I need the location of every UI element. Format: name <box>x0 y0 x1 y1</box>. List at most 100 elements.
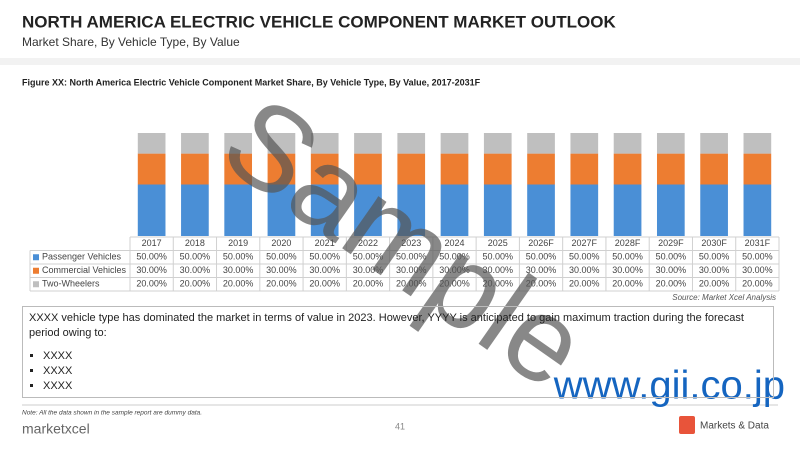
data-label: 20.00% <box>439 279 470 289</box>
x-tick-label: 2024 <box>444 238 464 248</box>
logo: marketxcel <box>22 421 90 437</box>
bar-segment <box>310 153 339 185</box>
data-label: 20.00% <box>483 279 514 289</box>
data-label: 20.00% <box>309 279 340 289</box>
bar-segment <box>700 133 728 154</box>
bar-segment <box>397 133 426 154</box>
bar-segment <box>613 184 642 236</box>
bar-segment <box>527 133 555 154</box>
legend-label: Two-Wheelers <box>42 279 100 289</box>
data-label: 50.00% <box>569 252 600 262</box>
data-label: 20.00% <box>136 279 167 289</box>
bar-segment <box>310 184 339 236</box>
x-tick-label: 2030F <box>701 238 727 248</box>
bar-segment <box>613 133 642 154</box>
data-label: 50.00% <box>612 252 643 262</box>
legend-swatch <box>33 281 39 288</box>
data-label: 30.00% <box>742 265 773 275</box>
data-label: 30.00% <box>136 265 167 275</box>
bullet-list: XXXX XXXX XXXX <box>29 349 767 394</box>
x-tick-label: 2028F <box>615 238 641 248</box>
bar-segment <box>310 133 339 154</box>
bar-segment <box>137 184 166 236</box>
data-label: 50.00% <box>223 252 254 262</box>
paragraph: XXXX vehicle type has dominated the mark… <box>29 312 744 339</box>
data-label: 20.00% <box>180 279 211 289</box>
legend-swatch <box>33 254 39 261</box>
bar-segment <box>267 184 296 236</box>
data-label: 50.00% <box>353 252 384 262</box>
data-label: 20.00% <box>223 279 254 289</box>
bullet: XXXX <box>43 364 767 379</box>
page-title: NORTH AMERICA ELECTRIC VEHICLE COMPONENT… <box>22 12 616 31</box>
bar-segment <box>267 153 296 185</box>
x-tick-label: 2029F <box>658 238 684 248</box>
bar-segment <box>700 153 728 185</box>
header-band <box>0 58 800 65</box>
data-label: 20.00% <box>266 279 297 289</box>
data-label: 20.00% <box>569 279 600 289</box>
data-label: 50.00% <box>439 252 470 262</box>
data-label: 30.00% <box>656 265 687 275</box>
bar-segment <box>224 133 253 154</box>
bullet: XXXX <box>43 349 767 364</box>
x-tick-label: 2023 <box>401 238 421 248</box>
data-label: 50.00% <box>266 252 297 262</box>
page-subtitle: Market Share, By Vehicle Type, By Value <box>22 35 240 49</box>
data-label: 30.00% <box>309 265 340 275</box>
chart: 2017 2018 2019 2020 2021 2022 2023 2024 2025 2026… <box>29 133 780 292</box>
data-label: 50.00% <box>136 252 167 262</box>
data-label: 20.00% <box>526 279 557 289</box>
bar-segment <box>354 184 382 236</box>
bar-segment <box>700 184 728 236</box>
bar-segment <box>570 184 599 236</box>
data-label: 50.00% <box>656 252 687 262</box>
bar-segment <box>743 184 772 236</box>
bar-segment <box>440 153 469 185</box>
bar-segment <box>267 133 296 154</box>
bar-segment <box>440 133 469 154</box>
data-label: 20.00% <box>353 279 384 289</box>
x-tick-label: 2017 <box>142 238 162 248</box>
bar-segment <box>570 133 599 154</box>
data-label: 30.00% <box>180 265 211 275</box>
data-label: 30.00% <box>699 265 730 275</box>
bar-segment <box>483 153 512 185</box>
data-label: 20.00% <box>612 279 643 289</box>
bar-segment <box>743 153 772 185</box>
bar-segment <box>527 153 555 185</box>
data-label: 30.00% <box>526 265 557 275</box>
footer-note: Note: All the data shown in the sample r… <box>22 410 202 417</box>
data-label: 30.00% <box>483 265 514 275</box>
data-label: 20.00% <box>396 279 427 289</box>
data-label: 50.00% <box>180 252 211 262</box>
data-label: 30.00% <box>569 265 600 275</box>
bar-segment <box>397 153 426 185</box>
data-label: 30.00% <box>223 265 254 275</box>
bar-segment <box>527 184 555 236</box>
brand: Markets & Data <box>700 421 769 432</box>
legend-label: Passenger Vehicles <box>42 252 122 262</box>
data-label: 30.00% <box>612 265 643 275</box>
bar-segment <box>354 153 382 185</box>
chart-title: Figure XX: North America Electric Vehicl… <box>22 77 481 87</box>
bar-segment <box>743 133 772 154</box>
bar-segment <box>137 153 166 185</box>
x-tick-label: 2019 <box>228 238 248 248</box>
bar-segment <box>181 133 209 154</box>
legend-swatch <box>33 267 39 274</box>
data-label: 30.00% <box>396 265 427 275</box>
data-label: 50.00% <box>309 252 340 262</box>
bullet: XXXX <box>43 379 767 394</box>
bar-segment <box>613 153 642 185</box>
x-tick-label: 2031F <box>745 238 771 248</box>
bar-segment <box>656 153 685 185</box>
data-label: 20.00% <box>742 279 773 289</box>
data-label: 50.00% <box>699 252 730 262</box>
brand-icon <box>679 416 695 434</box>
data-label: 20.00% <box>699 279 730 289</box>
bar-segment <box>181 153 209 185</box>
data-label: 50.00% <box>396 252 427 262</box>
